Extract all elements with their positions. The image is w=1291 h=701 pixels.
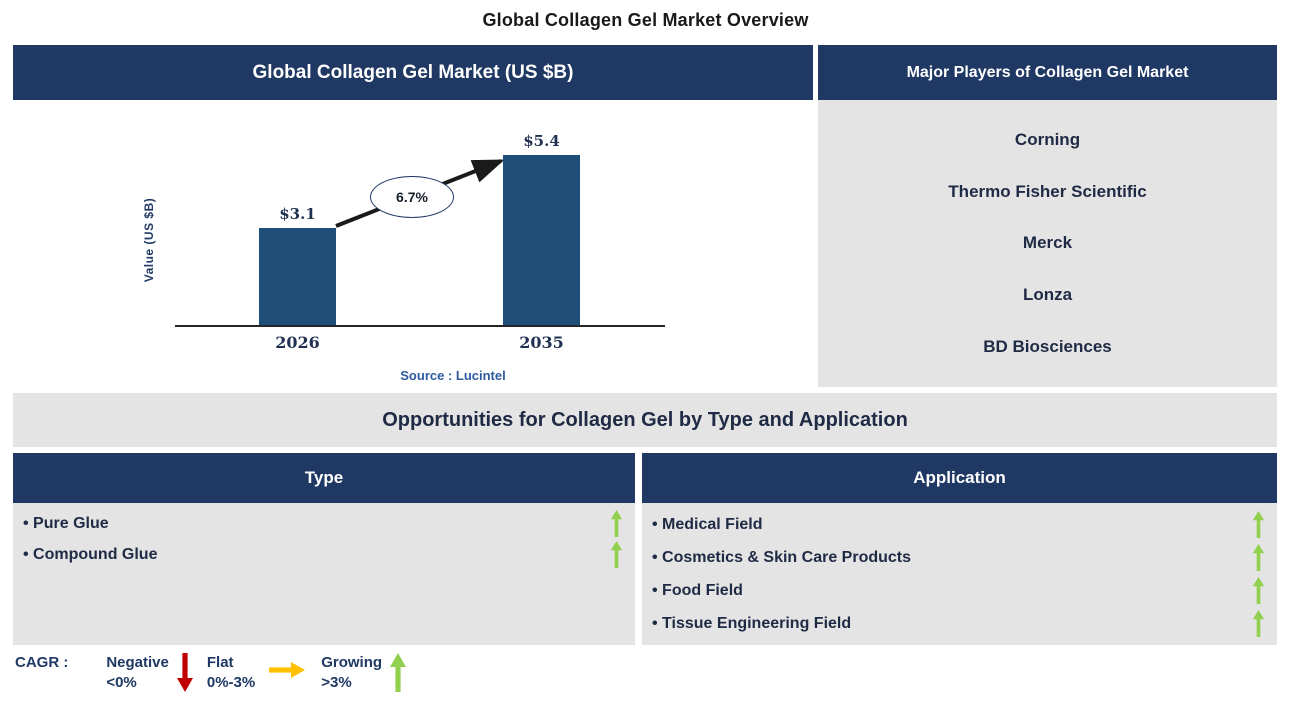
type-row: Compound Glue xyxy=(23,539,623,570)
application-row: Cosmetics & Skin Care Products xyxy=(652,541,1265,574)
cagr-legend: CAGR : Negative <0% Flat 0%-3% Growing >… xyxy=(15,653,420,693)
type-row-label: Pure Glue xyxy=(23,515,109,533)
legend-range: 0%-3% xyxy=(206,674,256,691)
player-name: Merck xyxy=(1022,233,1073,253)
legend-negative-label: Negative <0% xyxy=(106,653,169,693)
application-row-label: Tissue Engineering Field xyxy=(652,615,851,633)
type-row: Pure Glue xyxy=(23,508,623,539)
bar-value-2026: $3.1 xyxy=(279,205,316,223)
legend-label: Negative xyxy=(106,654,169,671)
legend-range: <0% xyxy=(106,674,137,691)
x-tick-2026: 2026 xyxy=(275,333,320,352)
y-axis-label: Value (US $B) xyxy=(142,197,156,283)
application-row: Medical Field xyxy=(652,508,1265,541)
page-title: Global Collagen Gel Market Overview xyxy=(482,10,809,30)
growing-up-arrow-icon xyxy=(390,653,407,692)
major-players-list: Corning Thermo Fisher Scientific Merck L… xyxy=(818,100,1277,387)
x-axis-line xyxy=(175,325,665,327)
player-name: BD Biosciences xyxy=(983,337,1112,357)
opportunities-columns: Type Pure Glue Compound Glue Application… xyxy=(13,453,1277,645)
application-row-label: Food Field xyxy=(652,582,743,600)
application-row-label: Medical Field xyxy=(652,516,762,534)
growing-up-arrow-icon xyxy=(610,510,623,537)
growing-up-arrow-icon xyxy=(1252,577,1265,604)
major-players-panel: Major Players of Collagen Gel Market Cor… xyxy=(818,45,1277,390)
flat-right-arrow-icon xyxy=(269,662,306,678)
market-chart-panel: Global Collagen Gel Market (US $B) Value… xyxy=(13,45,813,390)
bar-chart: Value (US $B) $3.1 $5.4 6.7% 2026 2035 S… xyxy=(13,100,813,390)
type-row-label: Compound Glue xyxy=(23,546,157,564)
x-tick-2035: 2035 xyxy=(519,333,564,352)
growing-up-arrow-icon xyxy=(1252,544,1265,571)
bar-group-2035: $5.4 xyxy=(503,132,580,325)
player-name: Lonza xyxy=(1022,285,1073,305)
legend-flat-label: Flat 0%-3% xyxy=(207,653,255,693)
major-players-panel-title: Major Players of Collagen Gel Market xyxy=(818,45,1277,100)
player-name: Corning xyxy=(1014,129,1081,149)
player-name: Thermo Fisher Scientific xyxy=(948,181,1147,201)
cagr-annotation-bubble: 6.7% xyxy=(370,176,454,218)
growing-up-arrow-icon xyxy=(1252,511,1265,538)
growth-arrow xyxy=(335,159,505,228)
bar-2035 xyxy=(503,155,580,325)
growing-up-arrow-icon xyxy=(1252,610,1265,637)
market-chart-panel-title: Global Collagen Gel Market (US $B) xyxy=(13,45,813,100)
bar-group-2026: $3.1 xyxy=(259,205,336,325)
bar-2026 xyxy=(259,228,336,325)
type-column: Type Pure Glue Compound Glue xyxy=(13,453,635,645)
application-row: Food Field xyxy=(652,574,1265,607)
source-note: Source : Lucintel xyxy=(400,368,506,383)
type-column-header: Type xyxy=(13,453,635,503)
type-column-body: Pure Glue Compound Glue xyxy=(13,503,635,645)
application-column-header: Application xyxy=(642,453,1277,503)
legend-range: >3% xyxy=(321,674,352,691)
legend-label: Growing xyxy=(321,654,383,671)
application-row-label: Cosmetics & Skin Care Products xyxy=(652,549,911,567)
application-column: Application Medical Field Cosmetics & Sk… xyxy=(642,453,1277,645)
application-column-body: Medical Field Cosmetics & Skin Care Prod… xyxy=(642,503,1277,645)
bar-value-2035: $5.4 xyxy=(523,132,560,150)
application-row: Tissue Engineering Field xyxy=(652,607,1265,640)
legend-growing-label: Growing >3% xyxy=(321,653,382,693)
top-row: Global Collagen Gel Market (US $B) Value… xyxy=(13,45,1277,390)
opportunities-section-title: Opportunities for Collagen Gel by Type a… xyxy=(13,393,1277,447)
growing-up-arrow-icon xyxy=(610,541,623,568)
cagr-legend-prefix: CAGR : xyxy=(15,654,69,671)
negative-down-arrow-icon xyxy=(176,653,193,692)
legend-label: Flat xyxy=(206,654,234,671)
